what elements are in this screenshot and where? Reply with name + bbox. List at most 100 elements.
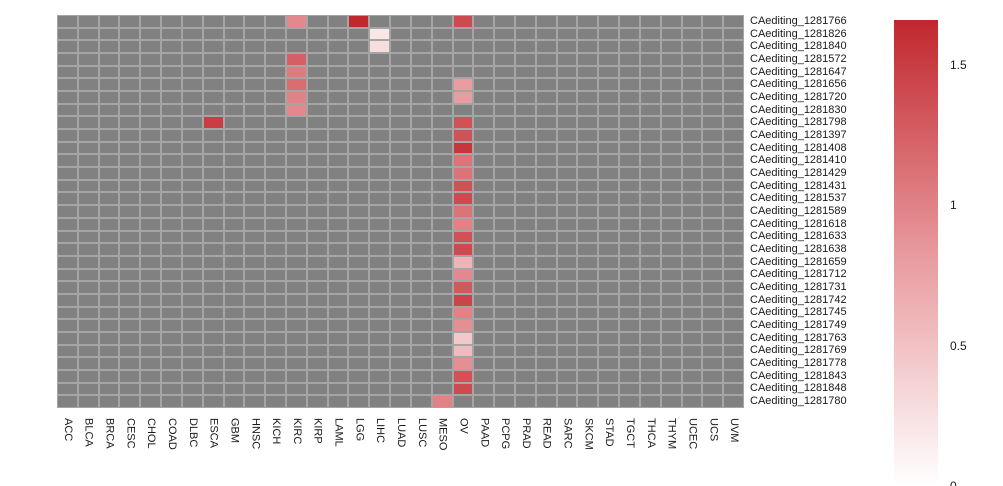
heatmap-cell: [724, 142, 743, 154]
heatmap-cell: [120, 345, 140, 357]
heatmap-cell: [287, 155, 306, 167]
heatmap-cell: [682, 256, 702, 268]
heatmap-cell: [203, 370, 223, 382]
heatmap-cell: [661, 294, 681, 306]
heatmap-cell: [78, 396, 98, 407]
heatmap-cell: [516, 104, 535, 116]
row-label: CAediting_1281848: [750, 382, 847, 395]
heatmap-cell: [99, 345, 119, 357]
column-label: THYM: [665, 418, 678, 450]
heatmap-cell: [516, 16, 535, 27]
heatmap-cell: [599, 396, 619, 407]
heatmap-cell: [78, 117, 98, 129]
heatmap-cell: [557, 256, 577, 268]
heatmap-cell: [58, 218, 77, 230]
heatmap-cell: [287, 180, 306, 192]
heatmap-cell: [640, 79, 660, 91]
heatmap-cell: [203, 155, 223, 167]
heatmap-cell: [328, 256, 348, 268]
heatmap-cell: [78, 370, 98, 382]
heatmap-cell: [245, 396, 265, 407]
heatmap-cell: [370, 244, 390, 255]
heatmap-cell: [349, 396, 369, 407]
heatmap-cell: [182, 383, 202, 395]
heatmap-cell: [78, 256, 98, 268]
column-label: LAML: [332, 418, 345, 447]
heatmap-cell: [557, 231, 577, 243]
heatmap-cell: [620, 66, 639, 78]
heatmap-cell: [474, 370, 494, 382]
heatmap-cell: [391, 92, 410, 103]
heatmap-cell: [58, 28, 77, 40]
heatmap-cell: [58, 370, 77, 382]
heatmap-cell: [557, 218, 577, 230]
heatmap-cell: [703, 92, 723, 103]
heatmap-cell: [224, 155, 244, 167]
heatmap-cell: [557, 383, 577, 395]
heatmap-cell: [724, 117, 743, 129]
heatmap-cell: [661, 231, 681, 243]
heatmap-cell: [536, 193, 556, 205]
heatmap-cell: [661, 117, 681, 129]
heatmap-cell: [453, 231, 473, 243]
column-label: UCEC: [686, 418, 699, 450]
heatmap-cell: [391, 358, 410, 369]
heatmap-cell: [661, 130, 681, 141]
heatmap-cell: [141, 370, 161, 382]
heatmap-cell: [703, 282, 723, 293]
row-label: CAediting_1281720: [750, 90, 847, 103]
heatmap-cell: [620, 16, 639, 27]
heatmap-cell: [203, 332, 223, 344]
heatmap-cell: [620, 345, 639, 357]
heatmap-cell: [411, 244, 431, 255]
heatmap-cell: [162, 92, 181, 103]
heatmap-cell: [162, 168, 181, 179]
row-label: CAediting_1281537: [750, 192, 847, 205]
heatmap-cell: [661, 155, 681, 167]
heatmap-cell: [557, 269, 577, 281]
heatmap-cell: [453, 294, 473, 306]
heatmap-cell: [453, 28, 473, 40]
heatmap-cell: [578, 358, 598, 369]
heatmap-cell: [245, 79, 265, 91]
heatmap-cell: [599, 358, 619, 369]
heatmap-cell: [599, 282, 619, 293]
colorbar-tick-label: 1: [950, 198, 957, 213]
heatmap-cell: [516, 269, 535, 281]
heatmap-cell: [58, 16, 77, 27]
heatmap-cell: [495, 142, 514, 154]
heatmap-cell: [391, 282, 410, 293]
heatmap-cell: [495, 66, 514, 78]
heatmap-cell: [724, 206, 743, 217]
heatmap-cell: [245, 168, 265, 179]
heatmap-cell: [724, 155, 743, 167]
heatmap-cell: [703, 332, 723, 344]
heatmap-cell: [536, 66, 556, 78]
row-label: CAediting_1281647: [750, 65, 847, 78]
heatmap-cell: [224, 294, 244, 306]
heatmap-cell: [182, 41, 202, 53]
heatmap-cell: [224, 345, 244, 357]
heatmap-cell: [516, 370, 535, 382]
heatmap-cell: [516, 130, 535, 141]
heatmap-cell: [58, 269, 77, 281]
heatmap-cell: [578, 66, 598, 78]
heatmap-cell: [391, 206, 410, 217]
heatmap-cell: [640, 269, 660, 281]
heatmap-cell: [661, 269, 681, 281]
heatmap-cell: [724, 130, 743, 141]
heatmap-cell: [474, 41, 494, 53]
heatmap-cell: [703, 396, 723, 407]
heatmap-cell: [391, 269, 410, 281]
heatmap-cell: [391, 168, 410, 179]
heatmap-cell: [120, 231, 140, 243]
heatmap-cell: [640, 16, 660, 27]
heatmap-cell: [557, 307, 577, 319]
heatmap-cell: [495, 383, 514, 395]
heatmap-cell: [307, 370, 327, 382]
heatmap-cell: [661, 16, 681, 27]
heatmap-cell: [661, 370, 681, 382]
heatmap-cell: [120, 155, 140, 167]
heatmap-cell: [120, 180, 140, 192]
heatmap-cell: [224, 180, 244, 192]
